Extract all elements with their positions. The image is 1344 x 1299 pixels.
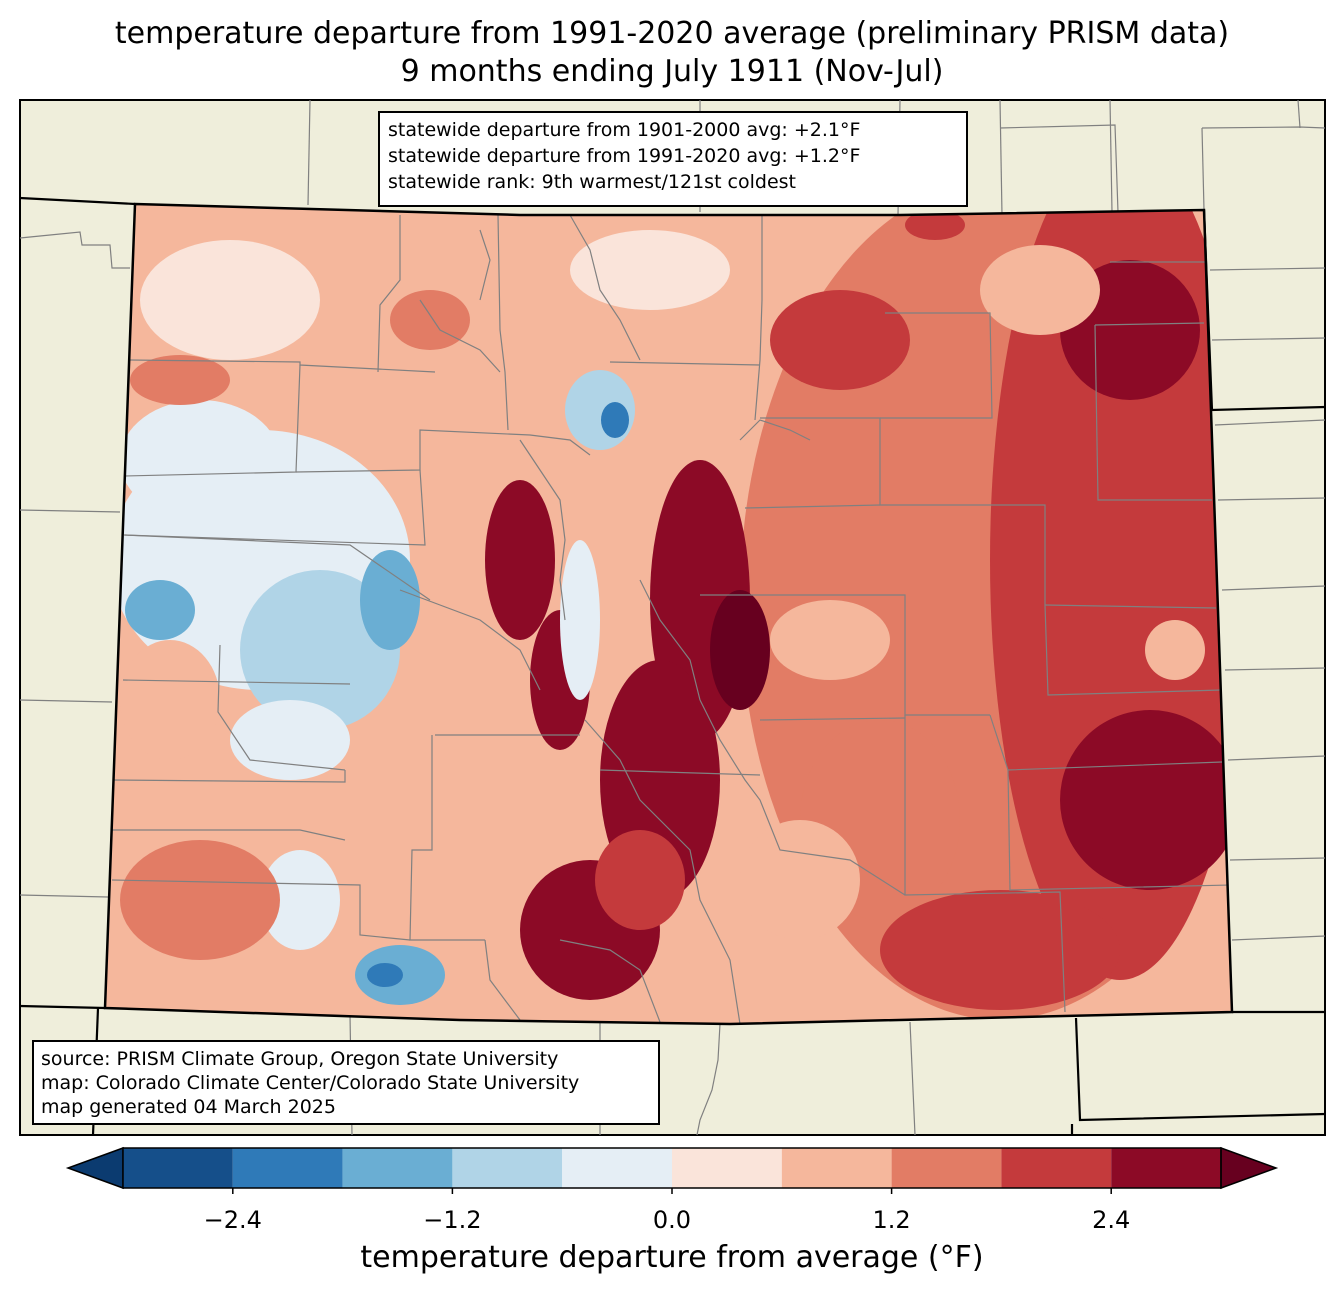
anomaly-patch: [260, 850, 340, 950]
anomaly-patch: [360, 550, 420, 650]
colorbar-tick-label: 2.4: [1092, 1206, 1131, 1234]
anomaly-patch: [1060, 710, 1232, 890]
generated-date-line: map generated 04 March 2025: [41, 1096, 336, 1118]
colorbar-extend-low: [65, 1146, 124, 1190]
source-box: source: PRISM Climate Group, Oregon Stat…: [32, 1040, 660, 1125]
map-panel: [19, 99, 1326, 1136]
map-credit-line: map: Colorado Climate Center/Colorado St…: [41, 1072, 580, 1094]
anomaly-patch: [601, 402, 629, 438]
anomaly-patch: [770, 290, 910, 390]
anomaly-patch: [120, 400, 280, 520]
colorado-state-border: [103, 202, 1234, 1026]
anomaly-patch: [120, 840, 280, 960]
colorbar-bin: [781, 1148, 892, 1188]
anomaly-patch: [125, 580, 195, 640]
anomaly-patch: [240, 570, 400, 730]
colorbar-bin: [232, 1148, 343, 1188]
colorbar-extend-high: [1220, 1146, 1279, 1190]
colorbar-bin: [452, 1148, 563, 1188]
anomaly-patch: [710, 590, 770, 710]
colorbar-bin: [562, 1148, 672, 1188]
anomaly-patch: [905, 210, 965, 240]
anomaly-patch: [1145, 620, 1205, 680]
anomaly-patch: [595, 830, 685, 930]
anomaly-patch: [367, 963, 403, 987]
anomaly-patch: [880, 890, 1120, 1010]
temperature-anomaly-field: [105, 204, 1232, 1024]
map-title-line2: 9 months ending July 1911 (Nov-Jul): [400, 54, 944, 89]
map-title-line1: temperature departure from 1991-2020 ave…: [114, 16, 1230, 51]
anomaly-patch: [980, 245, 1100, 335]
anomaly-patch: [390, 290, 470, 350]
anomaly-patch: [140, 240, 320, 360]
stat-rank: statewide rank: 9th warmest/121st coldes…: [388, 171, 797, 193]
colorbar-bin: [1111, 1148, 1221, 1188]
colorbar-bin: [342, 1148, 453, 1188]
colorbar-tick-label: 1.2: [872, 1206, 911, 1234]
colorbar-bin: [891, 1148, 1002, 1188]
anomaly-patch: [570, 230, 730, 310]
anomaly-patch: [130, 355, 230, 405]
source-line: source: PRISM Climate Group, Oregon Stat…: [41, 1048, 559, 1070]
anomaly-patch: [740, 820, 860, 940]
colorbar-tick-label: 0.0: [652, 1206, 692, 1234]
colorbar-tick-label: −1.2: [423, 1206, 482, 1234]
stat-departure-1991-2020: statewide departure from 1991-2020 avg: …: [388, 145, 861, 167]
colorbar-bin: [123, 1148, 233, 1188]
anomaly-patch: [230, 700, 350, 780]
anomaly-patch: [120, 640, 220, 760]
statewide-stats-box: statewide departure from 1901-2000 avg: …: [378, 111, 968, 207]
colorbar-bin: [1001, 1148, 1112, 1188]
colorbar-bin: [672, 1148, 782, 1188]
anomaly-patch: [560, 540, 600, 700]
colorbar-tick-label: −2.4: [203, 1206, 262, 1234]
stat-departure-1901-2000: statewide departure from 1901-2000 avg: …: [388, 119, 861, 141]
anomaly-patch: [485, 480, 555, 640]
anomaly-patch: [770, 600, 890, 680]
colorbar-label: temperature departure from average (°F): [360, 1240, 984, 1275]
county-lines: [110, 214, 1231, 1024]
colorbar: [65, 1146, 1279, 1194]
